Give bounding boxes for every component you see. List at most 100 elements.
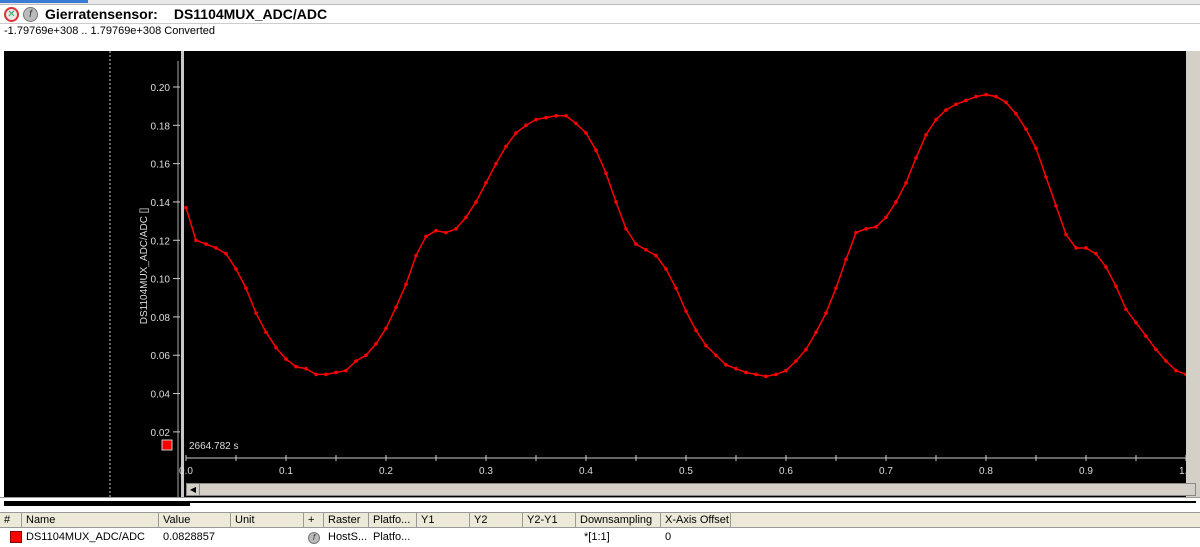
overview-bar[interactable]	[0, 497, 1200, 510]
overview-line	[190, 501, 1196, 503]
horizontal-scrollbar[interactable]: ◀	[186, 483, 1196, 496]
data-point	[494, 161, 498, 166]
data-point	[754, 372, 758, 377]
data-point	[384, 326, 388, 331]
data-point	[314, 372, 318, 377]
data-point	[564, 113, 568, 118]
y-tick-label: 0.10	[151, 275, 171, 286]
data-point	[814, 330, 818, 335]
column-header[interactable]: Y1	[417, 513, 470, 527]
data-point	[194, 238, 198, 243]
column-header[interactable]: Downsampling	[576, 513, 661, 527]
data-point	[1074, 246, 1078, 250]
data-point	[604, 171, 608, 176]
downsampling-cell: *[1:1]	[584, 531, 610, 543]
column-header[interactable]: Unit	[231, 513, 304, 527]
signal-trace	[185, 93, 1186, 378]
data-point	[924, 133, 928, 137]
data-point	[1014, 112, 1018, 116]
column-header[interactable]: +	[304, 513, 324, 527]
data-point	[514, 131, 518, 135]
data-point	[1054, 203, 1058, 208]
table-row[interactable]: DS1104MUX_ADC/ADC 0.0828857 f HostS... P…	[0, 529, 1200, 546]
data-point	[1124, 307, 1128, 312]
data-point	[994, 94, 998, 99]
data-point	[1164, 359, 1168, 363]
data-point	[204, 242, 208, 246]
column-header[interactable]: Y2-Y1	[523, 513, 576, 527]
column-header[interactable]: X-Axis Offset	[661, 513, 731, 527]
data-point	[664, 267, 668, 271]
signal-name: DS1104MUX_ADC/ADC	[173, 6, 328, 22]
data-point	[624, 226, 628, 231]
x-tick-label: 0.9	[1079, 466, 1093, 477]
offset-cell: 0	[665, 531, 672, 543]
data-point	[884, 215, 888, 220]
tab-strip	[0, 0, 1200, 5]
x-tick-label: 0.8	[979, 466, 993, 477]
y2-cell	[470, 529, 523, 546]
data-point	[764, 374, 768, 379]
data-point	[834, 286, 838, 290]
data-point	[434, 228, 438, 233]
data-point	[394, 305, 398, 310]
data-point	[1034, 146, 1038, 151]
column-header[interactable]: Y2	[470, 513, 523, 527]
y-axis-label: DS1104MUX_ADC/ADC []	[139, 208, 150, 325]
data-point	[184, 205, 188, 210]
data-point	[534, 117, 538, 122]
column-header[interactable]: Value	[159, 513, 231, 527]
data-point	[1084, 246, 1088, 250]
function-icon[interactable]: f	[23, 6, 38, 22]
data-point	[1114, 284, 1118, 289]
data-point	[254, 311, 258, 315]
stop-icon[interactable]: ✕	[4, 6, 19, 22]
data-point	[734, 366, 738, 371]
y-tick-label: 0.02	[151, 428, 171, 439]
x-tick-label: 1.0	[1179, 466, 1186, 477]
vertical-scrollbar[interactable]	[1186, 51, 1200, 497]
value-cell: 0.0828857	[163, 531, 215, 543]
data-point	[1104, 265, 1108, 269]
y2y1-cell	[523, 529, 576, 546]
plot-area[interactable]: 0.02 0.04 0.06 0.08 0.10 0.12 0.14 0.16 0.18 0.20…	[4, 51, 1196, 497]
data-point	[1004, 100, 1008, 105]
function-cell: f	[304, 529, 324, 546]
data-point	[1154, 347, 1158, 352]
data-point	[944, 108, 948, 112]
y-tick-label: 0.14	[151, 198, 171, 209]
data-point	[894, 200, 898, 204]
data-point	[694, 328, 698, 333]
scroll-left-arrow-icon[interactable]: ◀	[187, 484, 200, 495]
color-swatch[interactable]	[10, 531, 22, 543]
data-point	[224, 251, 228, 256]
y-tick-label: 0.18	[151, 121, 171, 132]
data-point	[644, 248, 648, 252]
data-point	[574, 121, 578, 126]
y-tick-label: 0.20	[151, 83, 171, 94]
data-point	[824, 311, 828, 315]
data-point	[294, 364, 298, 369]
data-point	[364, 353, 368, 358]
data-point	[1184, 372, 1186, 377]
x-tick-label: 0.1	[279, 466, 293, 477]
column-header[interactable]: Name	[22, 513, 159, 527]
column-header[interactable]: Platfo...	[369, 513, 417, 527]
data-point	[1064, 232, 1068, 237]
overview-left	[4, 501, 190, 506]
data-point	[304, 366, 308, 371]
column-header[interactable]: Raster	[324, 513, 369, 527]
trace-color-marker	[161, 439, 173, 451]
data-point	[954, 102, 958, 107]
active-tab-indicator[interactable]	[0, 0, 88, 3]
column-header[interactable]: #	[0, 513, 22, 527]
color-cell[interactable]	[0, 529, 22, 546]
data-point	[974, 94, 978, 99]
data-point	[714, 353, 718, 358]
data-point	[674, 286, 678, 290]
data-point	[264, 330, 268, 335]
title-bar: ✕ f Gierratensensor: DS1104MUX_ADC/ADC	[0, 5, 1200, 24]
data-point	[244, 286, 248, 290]
data-point	[1094, 251, 1098, 256]
data-point	[214, 246, 218, 250]
